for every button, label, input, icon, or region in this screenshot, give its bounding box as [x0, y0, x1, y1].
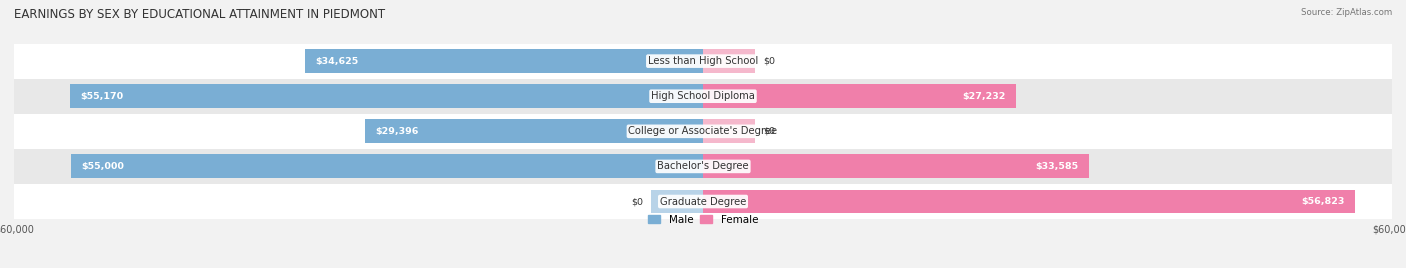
Text: $0: $0 — [763, 127, 775, 136]
Text: EARNINGS BY SEX BY EDUCATIONAL ATTAINMENT IN PIEDMONT: EARNINGS BY SEX BY EDUCATIONAL ATTAINMEN… — [14, 8, 385, 21]
Text: $56,823: $56,823 — [1302, 197, 1346, 206]
Text: $55,170: $55,170 — [80, 92, 122, 101]
Bar — [703, 84, 1015, 108]
Bar — [703, 119, 755, 143]
Bar — [69, 84, 703, 108]
Text: Less than High School: Less than High School — [648, 56, 758, 66]
Bar — [14, 79, 1392, 114]
Text: High School Diploma: High School Diploma — [651, 91, 755, 101]
Text: $29,396: $29,396 — [375, 127, 419, 136]
Bar — [651, 189, 703, 213]
Legend: Male, Female: Male, Female — [644, 210, 762, 229]
Text: Graduate Degree: Graduate Degree — [659, 196, 747, 207]
Text: College or Associate's Degree: College or Associate's Degree — [628, 126, 778, 136]
Text: $55,000: $55,000 — [82, 162, 125, 171]
Text: Bachelor's Degree: Bachelor's Degree — [657, 161, 749, 172]
Bar — [703, 49, 755, 73]
Text: Source: ZipAtlas.com: Source: ZipAtlas.com — [1301, 8, 1392, 17]
Bar — [305, 49, 703, 73]
Text: $0: $0 — [631, 197, 643, 206]
Bar — [14, 184, 1392, 219]
Bar — [703, 154, 1088, 178]
Text: $0: $0 — [763, 57, 775, 66]
Text: $34,625: $34,625 — [316, 57, 359, 66]
Bar — [72, 154, 703, 178]
Bar — [14, 44, 1392, 79]
Text: $33,585: $33,585 — [1035, 162, 1078, 171]
Bar — [703, 189, 1355, 213]
Text: $27,232: $27,232 — [962, 92, 1005, 101]
Bar — [14, 114, 1392, 149]
Bar — [366, 119, 703, 143]
Bar — [14, 149, 1392, 184]
